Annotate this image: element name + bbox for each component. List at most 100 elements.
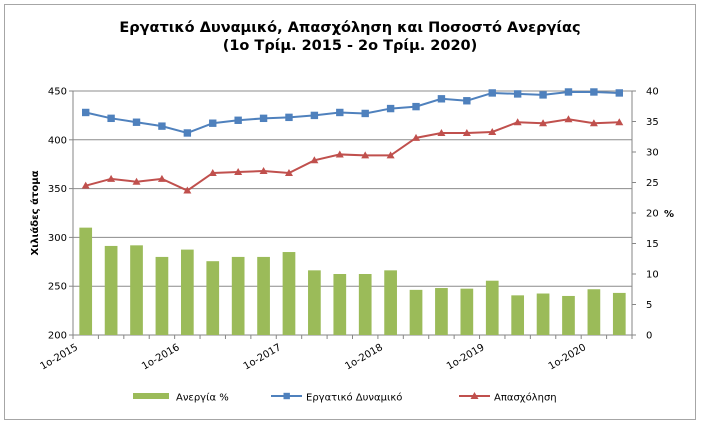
labour-force-point (310, 111, 319, 120)
bar-unemployment (485, 280, 499, 335)
employment-point (589, 119, 598, 127)
labour-force-point (82, 108, 90, 117)
employment-line (85, 118, 620, 192)
legend-label-labour-force: Εργατικό Δυναμικό (306, 392, 402, 404)
y-right-tick-label: 5 (646, 300, 652, 311)
employment-point (259, 167, 268, 175)
employment-point (564, 115, 573, 123)
employment-point (361, 151, 370, 159)
employment-point (157, 174, 166, 182)
legend-label-unemployment: Ανεργία % (176, 392, 229, 404)
y-left-tick-label: 300 (48, 233, 67, 244)
labour-force-point (590, 88, 598, 96)
labour-force-point (336, 108, 344, 117)
bar-unemployment (206, 261, 220, 335)
bar-unemployment (104, 245, 118, 335)
labour-force-point (285, 113, 293, 122)
y-right-tick-label: 10 (646, 270, 659, 281)
employment-point (310, 156, 319, 164)
bar-unemployment (536, 293, 550, 335)
bar-unemployment (231, 256, 245, 335)
labour-force-point (488, 89, 496, 97)
x-tick-label: 1ο-2018 (343, 342, 384, 372)
y-right-tick-label: 40 (646, 87, 659, 98)
bar-unemployment (155, 256, 169, 335)
y-right-tick-label: 0 (646, 331, 652, 342)
chart-title-line-2: (1ο Τρίμ. 2015 - 2ο Τρίμ. 2020) (222, 38, 478, 54)
employment-point (183, 186, 192, 194)
x-tick-label: 1ο-2017 (242, 342, 283, 372)
labour-force-point (513, 90, 522, 98)
bar-unemployment (460, 288, 474, 335)
labour-force-point (361, 109, 369, 118)
employment-point (335, 150, 344, 158)
legend-marker-labour-force (283, 392, 290, 400)
y-axis-left-title: Χιλιάδες άτομα (29, 170, 41, 255)
bar-unemployment (333, 274, 347, 335)
y-left-tick-label: 350 (48, 184, 67, 195)
labour-force-point (209, 119, 217, 127)
chart-title-line-1: Εργατικό Δυναμικό, Απασχόληση και Ποσοστ… (119, 20, 581, 36)
legend-label-employment: Απασχόληση (494, 392, 557, 404)
bar-unemployment (384, 270, 397, 335)
employment-point (615, 118, 624, 126)
bar-unemployment (282, 252, 296, 335)
labour-force-point (437, 95, 446, 103)
chart-title: Εργατικό Δυναμικό, Απασχόληση και Ποσοστ… (5, 19, 695, 55)
y-left-tick-label: 200 (48, 331, 67, 342)
y-right-tick-label: 15 (646, 239, 659, 250)
bar-unemployment (435, 288, 448, 335)
y-right-tick-label: 35 (646, 117, 659, 128)
bar-unemployment (79, 227, 93, 335)
bar-unemployment (358, 274, 372, 335)
labour-force-point (183, 129, 192, 137)
y-axis-right-title: % (664, 209, 674, 220)
employment-point (462, 128, 471, 136)
employment-point (386, 151, 395, 159)
bar-unemployment (130, 245, 143, 335)
y-left-tick-label: 400 (48, 135, 67, 146)
labour-force-point (412, 102, 420, 111)
chart-frame: Εργατικό Δυναμικό, Απασχόληση και Ποσοστ… (4, 4, 696, 420)
x-tick-label: 1ο-2015 (39, 342, 80, 372)
employment-point (284, 168, 293, 176)
bar-unemployment (308, 270, 321, 335)
legend-marker-employment (470, 392, 479, 399)
labour-force-point (107, 114, 115, 123)
labour-force-point (463, 97, 471, 105)
x-tick-label: 1ο-2019 (445, 342, 486, 372)
labour-force-point (158, 122, 166, 130)
bar-unemployment (409, 289, 423, 335)
labour-force-point (259, 114, 268, 123)
y-left-tick-label: 450 (48, 87, 67, 98)
employment-point (208, 168, 217, 176)
labour-force-point (615, 89, 623, 97)
labour-force-line (85, 90, 620, 135)
bar-unemployment (612, 292, 626, 335)
bar-unemployment (180, 249, 194, 335)
labour-force-point (234, 116, 242, 124)
bar-unemployment (511, 295, 525, 335)
employment-point (107, 174, 116, 182)
labour-force-point (564, 88, 573, 96)
y-right-tick-label: 30 (646, 148, 659, 159)
bar-unemployment (562, 295, 575, 335)
x-tick-label: 1ο-2020 (547, 342, 588, 372)
bar-unemployment (587, 289, 601, 335)
x-tick-label: 1ο-2016 (140, 342, 181, 372)
employment-point (539, 119, 548, 127)
labour-force-point (132, 118, 141, 126)
y-right-tick-label: 20 (646, 209, 659, 220)
employment-point (234, 168, 243, 176)
y-right-tick-label: 25 (646, 178, 659, 189)
employment-point (488, 127, 497, 135)
y-left-tick-label: 250 (48, 282, 67, 293)
labour-force-point (539, 91, 547, 99)
bar-unemployment (257, 256, 270, 335)
employment-point (437, 128, 446, 136)
employment-point (81, 181, 90, 189)
employment-point (132, 177, 141, 185)
legend-swatch-unemployment (133, 393, 169, 399)
labour-force-point (386, 104, 395, 113)
